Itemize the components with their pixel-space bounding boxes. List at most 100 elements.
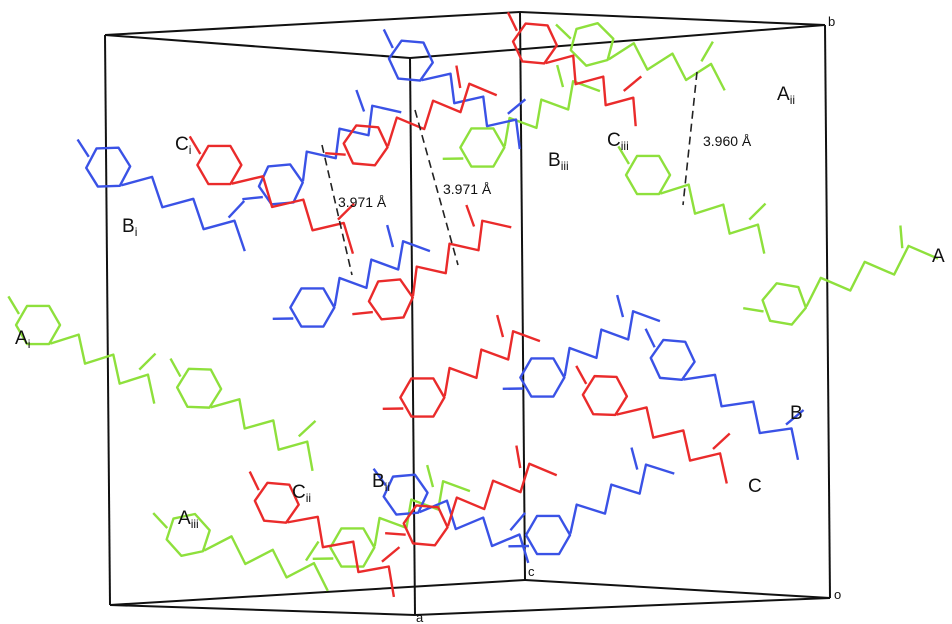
label-letter: A bbox=[777, 84, 790, 105]
label-letter: A bbox=[15, 328, 28, 349]
branch bbox=[508, 99, 526, 114]
branch bbox=[631, 448, 637, 470]
branch bbox=[749, 204, 765, 220]
molecule-label: Bii bbox=[372, 471, 390, 494]
molecule bbox=[743, 225, 938, 324]
molecule-label: A bbox=[932, 246, 945, 267]
label-subscript: ii bbox=[385, 480, 390, 494]
branch bbox=[557, 65, 563, 87]
chain bbox=[413, 221, 511, 296]
molecule-label: Cii bbox=[292, 482, 311, 505]
chain bbox=[565, 311, 660, 376]
label-letter: C bbox=[292, 482, 306, 503]
label-letter: C bbox=[748, 476, 762, 497]
chain bbox=[211, 399, 313, 471]
molecule bbox=[385, 446, 557, 546]
branch bbox=[78, 140, 89, 157]
label-subscript: i bbox=[135, 225, 138, 239]
molecule-label: B bbox=[790, 403, 803, 424]
label-letter: A bbox=[178, 508, 191, 529]
ring bbox=[763, 283, 806, 324]
ring bbox=[583, 376, 627, 415]
chain bbox=[420, 501, 529, 563]
label-letter: B bbox=[548, 150, 561, 171]
ring bbox=[526, 516, 570, 554]
branch bbox=[356, 90, 364, 111]
molecule-label: C bbox=[748, 476, 762, 497]
label-subscript: ii bbox=[790, 93, 795, 107]
branch bbox=[250, 472, 259, 491]
branch bbox=[299, 421, 316, 436]
molecule-label: Aii bbox=[777, 84, 795, 107]
branch bbox=[229, 201, 245, 218]
ring bbox=[400, 378, 444, 416]
branch bbox=[384, 29, 393, 48]
branch bbox=[510, 513, 525, 530]
ring bbox=[626, 156, 670, 194]
label-letter: B bbox=[122, 216, 135, 237]
molecule bbox=[383, 315, 540, 416]
branch bbox=[508, 12, 517, 31]
chain bbox=[121, 177, 245, 251]
chain bbox=[388, 84, 497, 146]
ring bbox=[460, 128, 504, 166]
label-subscript: iii bbox=[561, 159, 569, 173]
branch bbox=[624, 76, 642, 91]
branch bbox=[713, 433, 730, 448]
branch bbox=[497, 315, 503, 337]
molecule bbox=[508, 12, 641, 126]
ring bbox=[290, 288, 334, 326]
label-letter: A bbox=[932, 246, 945, 267]
label-letter: C bbox=[607, 130, 621, 151]
molecule bbox=[8, 296, 155, 403]
branch bbox=[385, 533, 406, 534]
branch bbox=[153, 513, 167, 528]
crystal-packing-diagram: CiBiAiAiiiCiiBiiBiiiCiiiAiiABC3.971 Å3.9… bbox=[0, 0, 952, 624]
axis-label: c bbox=[528, 564, 535, 579]
ring bbox=[369, 279, 413, 319]
axis-label: b bbox=[828, 14, 835, 29]
branch bbox=[516, 446, 520, 468]
label-subscript: iii bbox=[191, 517, 199, 531]
distance-label: 3.971 Å bbox=[443, 181, 492, 197]
ring bbox=[384, 475, 428, 515]
ring bbox=[177, 369, 221, 408]
distance-label: 3.960 Å bbox=[703, 133, 752, 149]
molecule bbox=[78, 140, 245, 252]
branch bbox=[701, 42, 712, 62]
branch bbox=[900, 225, 902, 248]
branch bbox=[139, 354, 155, 370]
molecule bbox=[170, 359, 315, 471]
chain bbox=[570, 465, 674, 534]
branch bbox=[352, 312, 372, 314]
branch bbox=[466, 205, 474, 226]
contact-lines bbox=[322, 72, 697, 275]
branch bbox=[576, 366, 586, 384]
label-subscript: ii bbox=[306, 491, 311, 505]
molecule bbox=[556, 23, 725, 90]
chain bbox=[204, 536, 328, 590]
branch bbox=[617, 295, 623, 317]
branch bbox=[646, 329, 655, 348]
branch bbox=[556, 24, 571, 38]
chain bbox=[546, 56, 636, 127]
label-letter: B bbox=[372, 471, 385, 492]
molecule-label: Aiii bbox=[178, 508, 199, 531]
branch bbox=[8, 296, 19, 314]
molecule-label: Ci bbox=[175, 134, 191, 157]
label-subscript: iii bbox=[621, 139, 629, 153]
branch bbox=[325, 153, 346, 154]
chain bbox=[50, 335, 154, 404]
ring bbox=[86, 148, 130, 187]
branch bbox=[743, 308, 763, 311]
molecule bbox=[618, 146, 765, 253]
label-subscript: i bbox=[28, 337, 31, 351]
branch bbox=[170, 359, 180, 377]
molecule bbox=[384, 29, 526, 149]
ring bbox=[651, 340, 695, 380]
label-letter: B bbox=[790, 403, 803, 424]
molecule-label: Biii bbox=[548, 150, 569, 173]
branch bbox=[242, 197, 262, 199]
branch bbox=[387, 225, 393, 247]
molecule-label: Ai bbox=[15, 328, 30, 351]
